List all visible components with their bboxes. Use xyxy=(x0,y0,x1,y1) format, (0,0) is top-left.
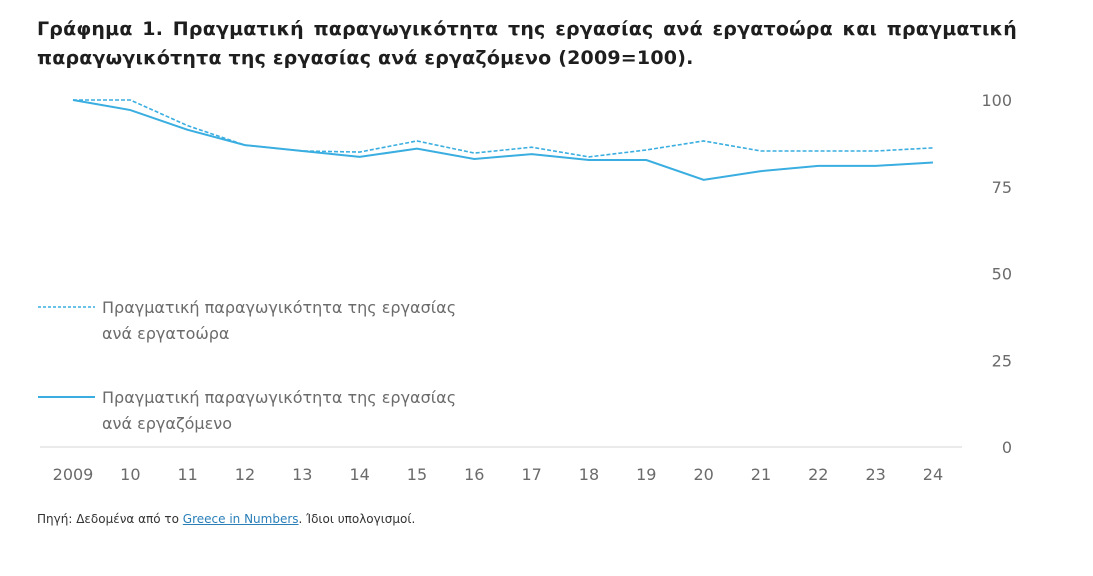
source-prefix: Πηγή: Δεδομένα από το xyxy=(37,512,183,526)
x-tick-label: 19 xyxy=(636,465,656,484)
series-line-per-hour xyxy=(73,99,933,158)
x-tick-label: 22 xyxy=(808,465,828,484)
x-tick-label: 17 xyxy=(521,465,541,484)
x-tick-label: 20 xyxy=(693,465,713,484)
legend-label-employee-2: ανά εργαζόμενο xyxy=(102,414,232,433)
x-tick-label: 10 xyxy=(120,465,140,484)
x-tick-label: 12 xyxy=(235,465,255,484)
x-tick-label: 23 xyxy=(865,465,885,484)
x-tick-label: 2009 xyxy=(53,465,94,484)
y-tick-label: 50 xyxy=(992,265,1012,284)
x-tick-label: 24 xyxy=(923,465,943,484)
x-tick-label: 18 xyxy=(579,465,599,484)
x-tick-label: 11 xyxy=(177,465,197,484)
y-tick-label: 0 xyxy=(1002,438,1012,457)
y-tick-label: 100 xyxy=(981,91,1012,110)
source-link[interactable]: Greece in Numbers xyxy=(182,512,299,526)
x-tick-label: 15 xyxy=(407,465,427,484)
line-chart: 2009 10 11 12 13 14 15 16 17 18 19 20 21 22 23 24 0 25 50… xyxy=(38,91,1012,484)
x-tick-label: 13 xyxy=(292,465,312,484)
legend-label-employee-1: Πραγματική παραγωγικότητα της εργασίας xyxy=(102,388,456,407)
series-line-per-employee xyxy=(72,99,934,181)
x-tick-label: 14 xyxy=(349,465,369,484)
source-suffix: . Ίδιοι υπολογισμοί. xyxy=(298,512,416,526)
x-tick-label: 21 xyxy=(751,465,771,484)
legend-label-hour-1: Πραγματική παραγωγικότητα της εργασίας xyxy=(102,298,456,317)
y-tick-label: 25 xyxy=(992,351,1012,370)
source-note: Πηγή: Δεδομένα από το Greece in Numbers.… xyxy=(37,512,415,526)
x-tick-label: 16 xyxy=(464,465,484,484)
y-tick-label: 75 xyxy=(992,178,1012,197)
legend-label-hour-2: ανά εργατοώρα xyxy=(102,324,229,343)
chart-title: Γράφημα 1. Πραγματική παραγωγικότητα της… xyxy=(37,18,1017,69)
